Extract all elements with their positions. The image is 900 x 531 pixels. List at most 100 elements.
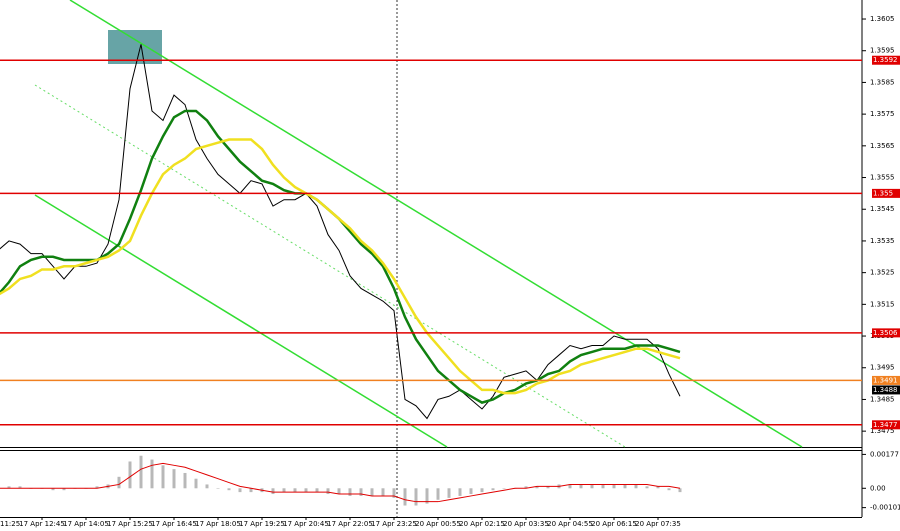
histogram-bar [293,488,297,493]
x-tick-label: 17 Apr 22:05 [327,520,373,528]
level-label: 1.3506 [873,329,898,337]
histogram-bar [172,469,176,489]
histogram-bar [447,488,451,498]
histogram-bar [348,488,352,496]
histogram-bar [425,488,429,504]
histogram-bar [436,488,440,500]
histogram-bar [590,484,594,489]
x-tick-label: 11:25 [0,520,20,528]
histogram-bar [546,486,550,489]
y-tick-label: 1.3535 [870,237,895,245]
y-tick-label: 1.3605 [870,15,895,23]
y-tick-label: 1.3475 [870,427,895,435]
histogram-bar [150,459,154,489]
x-tick-label: 17 Apr 23:25 [371,520,417,528]
histogram-bar [678,488,682,493]
x-tick-label: 20 Apr 04:55 [547,520,593,528]
histogram-bar [623,484,627,489]
series-line [0,462,681,503]
y-tick-label: 1.3575 [870,110,895,118]
level-label: 1.3477 [873,421,898,429]
x-tick-label: 17 Apr 19:25 [239,520,285,528]
y-tick-label: 1.3545 [870,205,895,213]
y-tick-label: 1.3595 [870,47,895,55]
x-tick-label: 17 Apr 16:45 [151,520,197,528]
series-line [0,138,681,395]
histogram-bar [282,488,286,493]
histogram-bar [249,488,253,493]
histogram-bar [656,486,660,489]
histogram-bar [238,488,242,493]
histogram-bar [469,488,473,495]
histogram-bar [227,488,231,491]
level-label-box [872,55,900,65]
histogram-bar [128,461,132,489]
histogram-bar [95,486,99,489]
histogram-bar [216,488,220,489]
histogram-bar [194,478,198,489]
y-tick-label: 1.3515 [870,300,895,308]
level-label: 1.3592 [873,56,898,64]
histogram-bar [491,488,495,491]
y-tick-label: 1.3585 [870,78,895,86]
histogram-bar [414,488,418,506]
y-tick-label: 1.3525 [870,269,895,277]
histogram-bar [645,486,649,489]
channel-midline [34,84,626,448]
x-tick-label: 17 Apr 20:45 [283,520,329,528]
histogram-bar [359,488,363,496]
histogram-bar [568,484,572,489]
histogram-bar [634,484,638,489]
histogram-bar [161,465,165,489]
level-label-box [872,328,900,338]
histogram-bar [326,488,330,495]
level-label: 1.355 [873,189,893,197]
x-tick-label: 17 Apr 12:45 [19,520,65,528]
histogram-bar [337,488,341,495]
x-tick-label: 20 Apr 06:15 [591,520,637,528]
histogram-bar [392,488,396,498]
series-line [0,44,681,420]
current-price-label: 1.3488 [873,386,898,394]
y-tick-label: 1.3485 [870,395,895,403]
histogram-bar [579,484,583,489]
x-tick-label: 20 Apr 03:35 [503,520,549,528]
y-tick-label: 0.00 [870,484,886,492]
y-tick-label: -0.00101 [870,504,900,512]
histogram-bar [458,488,462,496]
level-label: 1.3491 [873,376,898,384]
histogram-bar [62,488,66,491]
y-tick-label: 1.3495 [870,364,895,372]
histogram-bar [139,455,143,489]
x-tick-label: 17 Apr 15:25 [107,520,153,528]
level-label-box [872,375,900,385]
histogram-bar [7,486,11,489]
x-tick-label: 17 Apr 14:05 [63,520,109,528]
channel-line [34,194,448,448]
x-tick-label: 20 Apr 07:35 [635,520,681,528]
current-price-box [872,385,900,395]
histogram-bar [205,484,209,489]
channel-line [69,0,803,448]
histogram-bar [524,486,528,489]
histogram-bar [667,488,671,491]
histogram-bar [51,488,55,491]
x-tick-label: 20 Apr 02:15 [459,520,505,528]
x-tick-label: 17 Apr 18:05 [195,520,241,528]
histogram-bar [18,486,22,489]
histogram-bar [381,488,385,496]
histogram-bar [304,488,308,493]
level-label-box [872,188,900,198]
y-tick-label: 0.00177 [870,450,899,458]
highlight-box [108,30,162,64]
y-tick-label: 1.3565 [870,142,895,150]
x-tick-label: 20 Apr 00:55 [415,520,461,528]
histogram-bar [502,488,506,489]
y-tick-label: 1.3555 [870,174,895,182]
histogram-bar [117,476,121,489]
histogram-bar [601,484,605,489]
histogram-bar [612,484,616,489]
